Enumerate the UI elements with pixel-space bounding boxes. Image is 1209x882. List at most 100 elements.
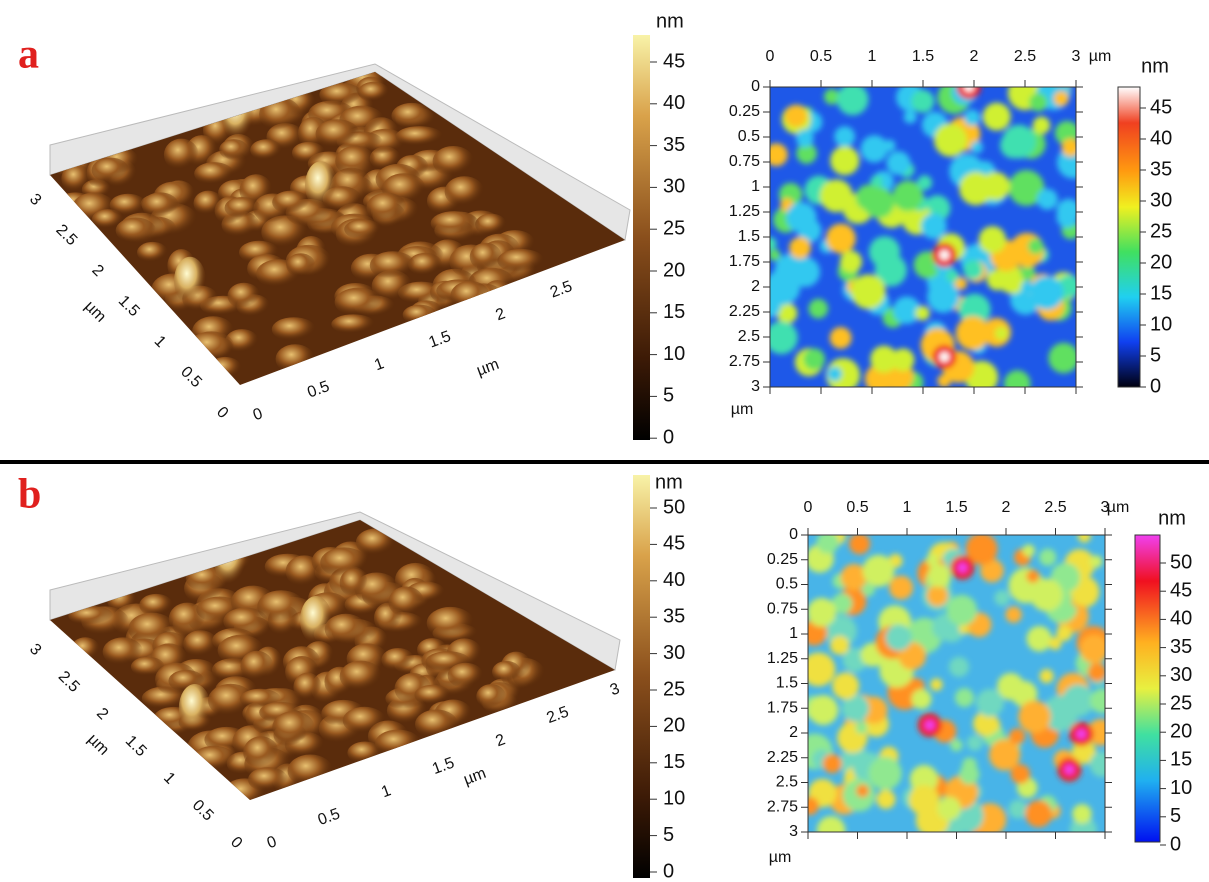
- map-blob: [927, 281, 959, 313]
- map-blob: [856, 784, 869, 797]
- x-tick-label: 2.5: [1014, 48, 1036, 65]
- map-blob: [1054, 91, 1069, 106]
- y-unit: µm: [81, 298, 109, 326]
- bump: [257, 590, 305, 623]
- bump: [343, 707, 386, 734]
- bump: [208, 357, 242, 380]
- bump: [276, 344, 315, 374]
- bump: [375, 730, 421, 757]
- y-tick-label: 1.25: [767, 650, 798, 667]
- bump: [370, 251, 416, 279]
- bump: [241, 651, 274, 682]
- map-blob: [955, 688, 974, 707]
- y-tick-label: 0.5: [177, 363, 205, 391]
- map-blob: [856, 184, 882, 210]
- map-blob: [886, 151, 910, 175]
- map-blob: [1078, 530, 1091, 543]
- colorbar-tick-label: 5: [663, 824, 674, 846]
- y-tick-label: 0: [751, 78, 760, 95]
- map-blob: [837, 84, 869, 116]
- x-unit: µm: [474, 356, 501, 380]
- x-tick-label: 1: [379, 782, 393, 801]
- y-tick-label: 0.5: [189, 797, 217, 825]
- map-blob: [987, 269, 1008, 290]
- y-tick-label: 1.5: [115, 292, 143, 320]
- y-tick-label: 3: [789, 823, 798, 840]
- bump: [331, 314, 375, 334]
- map-blob: [911, 689, 931, 709]
- map-blob: [830, 636, 849, 655]
- map-blob: [1040, 669, 1054, 683]
- peak: [179, 684, 211, 732]
- bump: [414, 685, 451, 706]
- y-tick-label: 0.75: [767, 600, 798, 617]
- y-tick-label: 2.5: [738, 328, 760, 345]
- colorbar-tick-label: 35: [663, 605, 685, 627]
- map-blob: [1021, 281, 1033, 293]
- map-blob: [820, 179, 853, 212]
- x-tick-label: 1.5: [427, 328, 454, 352]
- y-tick-label: 0.75: [729, 153, 760, 170]
- x-tick-label: 0.5: [305, 378, 332, 402]
- x-tick-label: 2.5: [544, 703, 571, 727]
- x-tick-label: 2: [1002, 499, 1011, 516]
- colorbar-tick-label: 30: [1150, 189, 1172, 211]
- colorbar-tick-label: 5: [1150, 344, 1161, 366]
- map-blob: [1090, 555, 1102, 567]
- map-blob: [1023, 544, 1035, 556]
- bump: [272, 317, 316, 341]
- map-blob: [808, 695, 838, 725]
- x-tick-label: 0.5: [846, 499, 868, 516]
- map-blob: [861, 135, 888, 162]
- colorbar-tick-label: 10: [1150, 313, 1172, 335]
- y-tick-label: 0.25: [729, 103, 760, 120]
- x-tick-label: 1.5: [912, 48, 934, 65]
- map-blob: [862, 583, 875, 596]
- bump: [470, 243, 502, 271]
- y-tick-label: 0.5: [738, 128, 760, 145]
- y-tick-label: 1.25: [729, 203, 760, 220]
- colorbar-tick-label: 15: [1150, 282, 1172, 304]
- map-blob: [889, 576, 913, 600]
- y-tick-label: 1.5: [738, 228, 760, 245]
- bump: [116, 218, 156, 244]
- map-blob: [1004, 370, 1031, 397]
- map-blob: [1029, 93, 1047, 111]
- map-blob: [1056, 625, 1072, 641]
- map-blob: [823, 754, 842, 773]
- map-blob: [937, 797, 961, 821]
- colorbar-tick-label: 25: [663, 217, 685, 239]
- x-tick-label: 2.5: [548, 278, 575, 302]
- colorbar-tick-label: 20: [663, 259, 685, 281]
- map-blob: [1061, 139, 1079, 157]
- map-blob: [937, 374, 951, 388]
- map-blob: [1025, 800, 1052, 827]
- bump: [272, 191, 310, 214]
- colorbar-unit: nm: [656, 10, 684, 32]
- map-blob: [1030, 276, 1063, 309]
- map-blob: [1090, 688, 1115, 713]
- colorbar-tick-label: 0: [663, 860, 674, 882]
- map-blob: [817, 816, 846, 845]
- map-blob: [1039, 549, 1056, 566]
- colorbar-tick-label: 15: [1170, 749, 1192, 771]
- bump: [431, 211, 479, 235]
- bump: [219, 139, 248, 160]
- bump: [286, 253, 315, 277]
- map-blob: [909, 785, 940, 816]
- y-tick-label: 2.5: [52, 221, 80, 249]
- y-tick-label: 3: [26, 641, 44, 659]
- map-blob: [930, 678, 942, 690]
- bump: [448, 663, 484, 689]
- colorbar-tick-label: 35: [1170, 636, 1192, 658]
- colorbar-tick-label: 20: [663, 715, 685, 737]
- bump: [476, 684, 506, 709]
- map-blob: [840, 251, 862, 273]
- hot-core: [925, 720, 935, 730]
- map-blob: [1005, 606, 1021, 622]
- bump: [450, 281, 489, 310]
- map-blob: [1030, 579, 1063, 612]
- y-tick-label: 2: [789, 724, 798, 741]
- x-tick-label: 2: [970, 48, 979, 65]
- y-unit: µm: [84, 731, 112, 759]
